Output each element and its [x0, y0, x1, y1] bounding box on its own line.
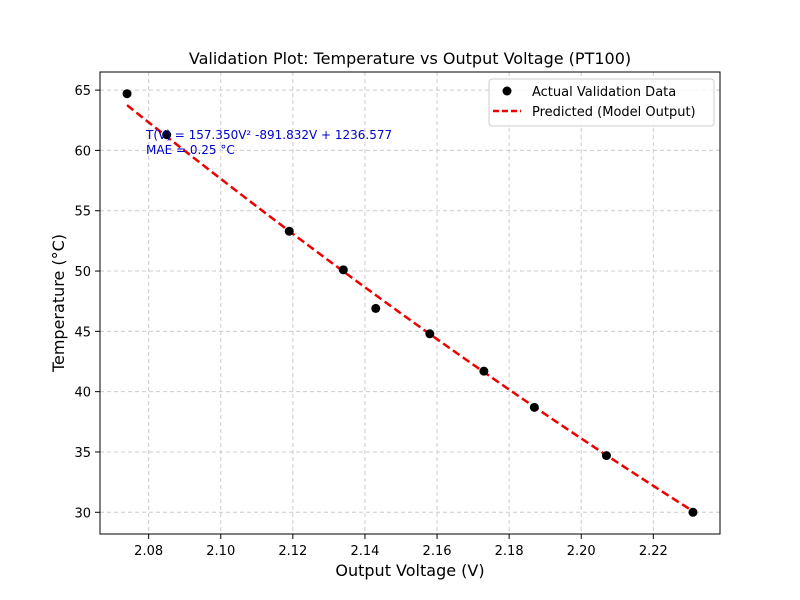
legend-label-actual: Actual Validation Data — [532, 85, 676, 100]
x-tick-label: 2.18 — [495, 544, 524, 559]
y-tick-label: 65 — [74, 84, 91, 99]
data-point — [371, 303, 381, 313]
data-point — [122, 89, 132, 99]
chart-title: Validation Plot: Temperature vs Output V… — [189, 49, 631, 68]
predicted-line — [126, 104, 694, 513]
y-tick-label: 30 — [74, 506, 91, 521]
y-axis-ticks: 30 35 40 45 50 55 60 65 — [74, 84, 100, 521]
equation-annotation: T(V) = 157.350V² -891.832V + 1236.577 — [145, 128, 392, 142]
data-point — [479, 366, 489, 376]
mae-annotation: MAE = 0.25 °C — [146, 143, 235, 157]
data-point — [529, 402, 539, 412]
y-axis-title: Temperature (°C) — [49, 234, 68, 373]
legend-marker-actual — [502, 86, 512, 96]
legend-box — [488, 78, 715, 127]
data-point — [601, 451, 611, 461]
data-point — [688, 507, 698, 517]
plot-frame — [99, 71, 721, 535]
x-tick-label: 2.08 — [134, 544, 163, 559]
x-tick-label: 2.22 — [639, 544, 668, 559]
y-tick-label: 35 — [74, 446, 91, 461]
x-tick-label: 2.20 — [567, 544, 596, 559]
y-tick-label: 45 — [74, 325, 91, 340]
y-tick-label: 55 — [74, 205, 91, 220]
x-tick-label: 2.12 — [278, 544, 307, 559]
y-tick-label: 40 — [74, 386, 91, 401]
legend: Actual Validation Data Predicted (Model … — [488, 78, 715, 127]
data-point — [162, 130, 172, 140]
x-axis-title: Output Voltage (V) — [335, 561, 484, 580]
y-tick-label: 50 — [74, 265, 91, 280]
data-point — [284, 226, 294, 236]
y-tick-label: 60 — [74, 144, 91, 159]
data-point — [425, 329, 435, 339]
predicted-line-group — [126, 104, 694, 513]
x-tick-label: 2.16 — [423, 544, 452, 559]
legend-label-predicted: Predicted (Model Output) — [532, 105, 696, 120]
data-point — [338, 265, 348, 275]
x-tick-label: 2.10 — [206, 544, 235, 559]
actual-points-group — [122, 89, 698, 517]
x-axis-ticks: 2.08 2.10 2.12 2.14 2.16 2.18 2.20 2.22 — [134, 534, 668, 559]
grid-lines — [100, 72, 720, 534]
x-tick-label: 2.14 — [350, 544, 379, 559]
